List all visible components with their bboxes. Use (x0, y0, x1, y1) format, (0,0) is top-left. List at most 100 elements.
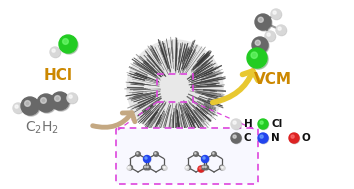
Circle shape (186, 166, 191, 170)
Circle shape (271, 9, 281, 19)
Circle shape (255, 40, 260, 45)
Circle shape (221, 166, 222, 168)
Circle shape (146, 166, 151, 170)
Circle shape (266, 32, 276, 42)
Circle shape (144, 166, 148, 170)
Circle shape (69, 95, 72, 98)
Circle shape (202, 166, 206, 170)
Circle shape (162, 166, 164, 168)
Circle shape (202, 156, 209, 163)
Circle shape (198, 166, 204, 172)
Circle shape (289, 133, 299, 143)
Circle shape (276, 25, 286, 35)
Circle shape (137, 153, 138, 154)
Circle shape (162, 166, 166, 170)
Circle shape (129, 166, 130, 168)
Circle shape (51, 48, 61, 58)
Circle shape (265, 31, 275, 41)
Circle shape (161, 165, 166, 170)
Circle shape (212, 152, 216, 156)
Circle shape (24, 101, 30, 106)
Circle shape (50, 47, 60, 57)
Circle shape (220, 166, 224, 170)
Circle shape (201, 156, 209, 163)
Circle shape (203, 157, 205, 159)
Circle shape (143, 156, 150, 163)
Circle shape (163, 166, 167, 170)
Circle shape (199, 167, 201, 169)
Circle shape (52, 93, 70, 111)
Circle shape (21, 97, 39, 115)
Circle shape (194, 152, 198, 156)
Circle shape (164, 167, 165, 168)
Circle shape (127, 166, 131, 170)
Circle shape (219, 165, 224, 170)
Circle shape (272, 10, 281, 20)
Circle shape (59, 35, 77, 53)
Circle shape (222, 167, 223, 168)
Circle shape (63, 39, 68, 44)
Circle shape (52, 49, 55, 52)
Circle shape (185, 167, 189, 170)
Circle shape (258, 17, 263, 22)
Circle shape (291, 135, 294, 138)
Text: Cl: Cl (271, 119, 282, 129)
Circle shape (147, 166, 148, 168)
Circle shape (253, 38, 269, 54)
Circle shape (212, 152, 216, 156)
Text: N: N (271, 133, 280, 143)
Circle shape (136, 152, 140, 156)
Circle shape (154, 152, 158, 156)
Text: O: O (302, 133, 311, 143)
Circle shape (221, 166, 225, 170)
Circle shape (41, 98, 46, 103)
Circle shape (136, 152, 141, 156)
Circle shape (233, 135, 236, 138)
Circle shape (233, 121, 236, 124)
Circle shape (231, 119, 241, 129)
Circle shape (155, 153, 156, 154)
Text: C: C (244, 133, 252, 143)
Circle shape (128, 166, 133, 170)
Text: $\mathregular{C_2H_2}$: $\mathregular{C_2H_2}$ (25, 120, 59, 136)
Circle shape (258, 119, 268, 129)
Circle shape (232, 134, 241, 144)
Circle shape (128, 165, 132, 170)
Circle shape (256, 15, 272, 31)
FancyBboxPatch shape (116, 128, 258, 184)
Circle shape (251, 52, 257, 58)
Circle shape (213, 153, 214, 154)
Circle shape (290, 134, 299, 144)
Circle shape (252, 37, 268, 53)
Circle shape (38, 95, 56, 113)
Circle shape (232, 120, 241, 130)
Circle shape (144, 166, 146, 168)
Circle shape (154, 152, 159, 156)
Circle shape (198, 166, 204, 172)
Text: H: H (244, 119, 253, 129)
Circle shape (13, 103, 23, 113)
Circle shape (259, 134, 269, 144)
Circle shape (273, 11, 276, 14)
Circle shape (258, 133, 268, 143)
Circle shape (247, 48, 267, 68)
Circle shape (146, 165, 150, 170)
Circle shape (201, 165, 206, 170)
Circle shape (276, 26, 287, 36)
Circle shape (204, 165, 209, 170)
Circle shape (51, 92, 69, 110)
Circle shape (195, 153, 196, 154)
Circle shape (248, 49, 268, 69)
Text: HCl: HCl (44, 68, 73, 83)
Circle shape (128, 167, 129, 168)
Circle shape (186, 165, 190, 170)
Circle shape (145, 157, 147, 159)
Circle shape (144, 156, 151, 163)
Circle shape (255, 14, 271, 30)
Circle shape (205, 166, 206, 168)
Circle shape (260, 135, 263, 138)
Circle shape (144, 165, 148, 170)
Text: VCM: VCM (254, 72, 292, 87)
Circle shape (187, 166, 188, 168)
Circle shape (13, 104, 24, 114)
